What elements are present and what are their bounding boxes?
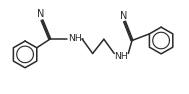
Text: N: N (37, 9, 45, 19)
Text: NH: NH (115, 52, 128, 61)
Text: N: N (120, 11, 127, 20)
Text: NH: NH (68, 34, 82, 43)
